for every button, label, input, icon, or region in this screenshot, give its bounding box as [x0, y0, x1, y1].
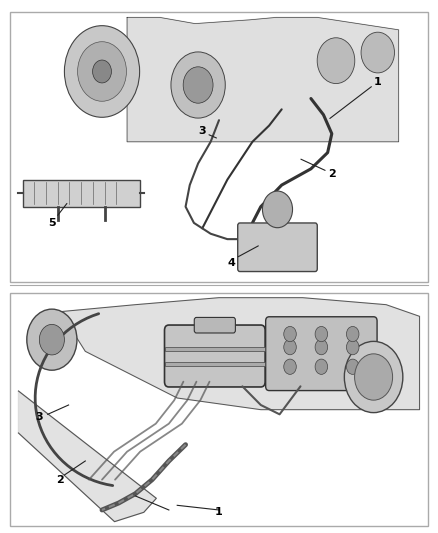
Polygon shape	[18, 391, 156, 522]
Circle shape	[284, 326, 296, 342]
Circle shape	[315, 326, 328, 342]
Circle shape	[92, 60, 111, 83]
Circle shape	[355, 354, 392, 400]
FancyBboxPatch shape	[266, 317, 377, 391]
Circle shape	[344, 341, 403, 413]
Circle shape	[346, 340, 359, 355]
Circle shape	[361, 32, 395, 73]
Text: 4: 4	[228, 259, 236, 269]
Circle shape	[317, 38, 355, 84]
Polygon shape	[127, 18, 399, 142]
Bar	[23, 180, 140, 207]
Polygon shape	[60, 297, 420, 410]
Circle shape	[183, 67, 213, 103]
Text: 2: 2	[57, 475, 64, 484]
Text: 3: 3	[35, 411, 43, 422]
Circle shape	[78, 42, 127, 101]
Circle shape	[64, 26, 140, 117]
Circle shape	[284, 359, 296, 374]
Circle shape	[27, 309, 77, 370]
FancyBboxPatch shape	[194, 318, 235, 333]
Bar	[10, 12, 428, 282]
Circle shape	[346, 326, 359, 342]
FancyBboxPatch shape	[165, 325, 265, 387]
Circle shape	[346, 359, 359, 374]
Bar	[165, 347, 265, 351]
Text: 2: 2	[328, 169, 336, 179]
FancyBboxPatch shape	[238, 223, 317, 271]
Circle shape	[171, 52, 225, 118]
Bar	[10, 293, 428, 526]
Circle shape	[315, 340, 328, 355]
Circle shape	[262, 191, 293, 228]
Circle shape	[315, 359, 328, 374]
Bar	[165, 362, 265, 366]
Text: 3: 3	[198, 126, 206, 136]
Circle shape	[284, 340, 296, 355]
Circle shape	[39, 325, 64, 355]
Text: 1: 1	[374, 77, 381, 87]
Text: 1: 1	[215, 507, 223, 518]
Text: 5: 5	[48, 218, 56, 228]
